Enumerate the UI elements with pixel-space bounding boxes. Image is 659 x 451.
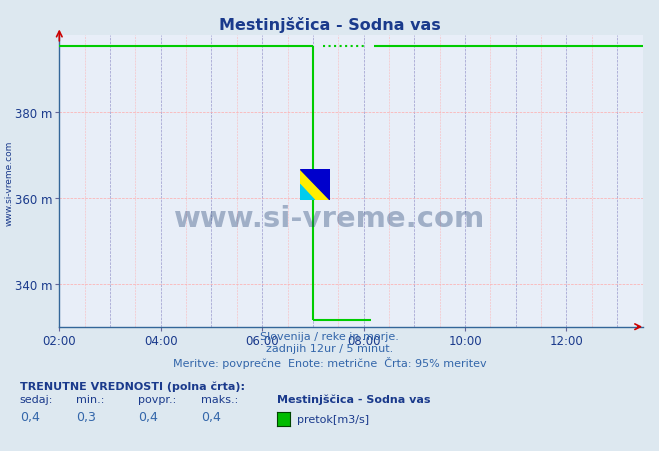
Polygon shape [300,169,330,201]
Text: Slovenija / reke in morje.: Slovenija / reke in morje. [260,331,399,341]
Text: 0,3: 0,3 [76,410,96,423]
Text: min.:: min.: [76,394,104,404]
Polygon shape [300,185,315,201]
Text: Mestinjščica - Sodna vas: Mestinjščica - Sodna vas [219,17,440,32]
Text: 0,4: 0,4 [138,410,158,423]
Text: www.si-vreme.com: www.si-vreme.com [5,140,14,225]
Text: Mestinjščica - Sodna vas: Mestinjščica - Sodna vas [277,394,430,404]
Text: maks.:: maks.: [201,394,239,404]
Polygon shape [300,169,330,201]
Text: Meritve: povprečne  Enote: metrične  Črta: 95% meritev: Meritve: povprečne Enote: metrične Črta:… [173,356,486,368]
Text: TRENUTNE VREDNOSTI (polna črta):: TRENUTNE VREDNOSTI (polna črta): [20,381,244,391]
Text: pretok[m3/s]: pretok[m3/s] [297,414,368,424]
Text: 0,4: 0,4 [20,410,40,423]
Text: 0,4: 0,4 [201,410,221,423]
Polygon shape [315,169,330,201]
Text: zadnjih 12ur / 5 minut.: zadnjih 12ur / 5 minut. [266,344,393,354]
Text: sedaj:: sedaj: [20,394,53,404]
Text: www.si-vreme.com: www.si-vreme.com [174,205,485,233]
Text: povpr.:: povpr.: [138,394,177,404]
